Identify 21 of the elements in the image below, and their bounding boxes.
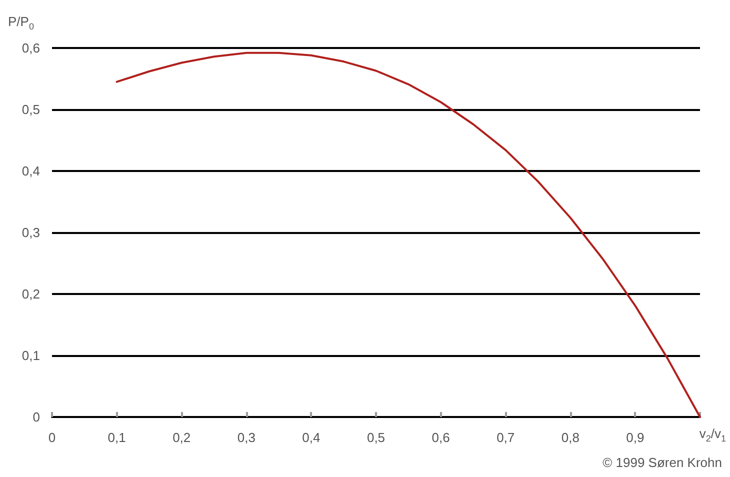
x-axis-title: v$_{2}$/v$_{1}$ [699, 426, 726, 444]
line-series [116, 52, 701, 418]
x-tick-label: 0,4 [302, 430, 320, 445]
text: © 1999 Søren Krohn [602, 455, 722, 470]
y-tick-label: 0,3 [22, 225, 40, 240]
y-tick-label: 0,2 [22, 286, 40, 302]
x-tick-label: 0,1 [108, 430, 126, 445]
x-tick-label: 0,9 [626, 430, 644, 445]
y-tick-label: 0,1 [22, 348, 40, 363]
x-tick-label: 0,5 [366, 430, 386, 445]
x-tick-label: 0 [48, 430, 56, 445]
y-tick-label: 0,5 [22, 102, 40, 117]
x-tick-label: 0,2 [172, 430, 191, 445]
x-tick-label: 0,8 [561, 430, 580, 445]
y-tick-label: 0 [32, 410, 40, 424]
x-tick-label: 0,7 [496, 430, 515, 445]
x-tick-label: 0,3 [237, 430, 256, 445]
y-axis-title: P/P$_{0}$ [8, 14, 34, 32]
x-tick-label: 0,6 [432, 430, 450, 445]
y-tick-label: 0,6 [22, 40, 40, 56]
y-tick-label: 0,4 [22, 164, 40, 178]
